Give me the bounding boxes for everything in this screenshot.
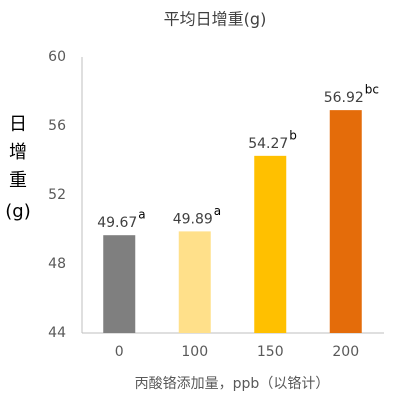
x-tick-label: 200 (332, 344, 359, 360)
significance-letter: a (214, 204, 221, 218)
bar (103, 235, 136, 333)
significance-letter: bc (365, 83, 379, 97)
x-tick-label: 100 (181, 344, 208, 360)
data-label: 49.67 (97, 215, 137, 231)
y-axis-label: 重 (9, 170, 27, 191)
bar (254, 155, 287, 333)
y-tick-label: 44 (48, 325, 66, 341)
significance-letter: a (138, 208, 145, 222)
y-axis-label: (g) (5, 201, 30, 222)
y-tick-label: 52 (48, 187, 66, 203)
x-tick-label: 150 (257, 344, 284, 360)
data-label: 56.92 (324, 90, 364, 106)
x-tick-label: 0 (115, 344, 124, 360)
bar (178, 231, 211, 333)
y-tick-label: 48 (48, 256, 66, 272)
y-tick-label: 56 (48, 118, 66, 134)
chart-title: 平均日增重(g) (164, 10, 267, 29)
data-label: 54.27 (248, 136, 288, 152)
significance-letter: b (289, 128, 297, 142)
data-label: 49.89 (173, 211, 213, 227)
y-axis-label: 增 (9, 142, 27, 163)
x-axis-label: 丙酸铬添加量，ppb（以铬计） (135, 376, 330, 392)
y-axis-label: 日 (9, 114, 27, 135)
bar (329, 110, 362, 333)
y-tick-label: 60 (48, 49, 66, 65)
